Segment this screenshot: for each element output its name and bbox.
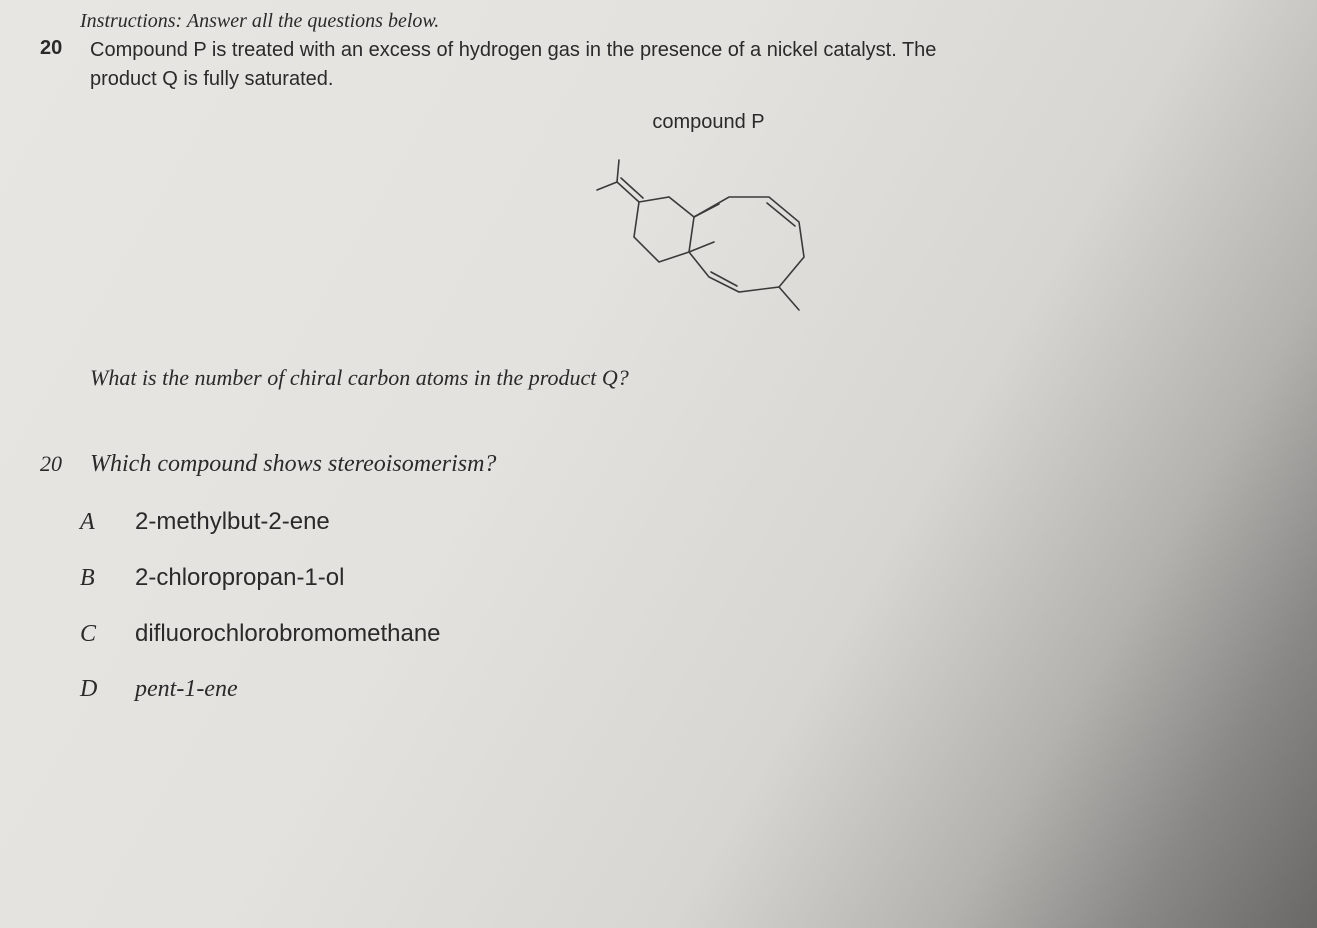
option-letter: B (80, 565, 135, 592)
question-stem-line2: product Q is fully saturated. (90, 66, 1237, 93)
option-text: 2-methylbut-2-ene (135, 508, 330, 536)
sub-question: What is the number of chiral carbon atom… (90, 365, 1237, 391)
option-text: pent-1-ene (135, 676, 238, 703)
options-list: A 2-methylbut-2-ene B 2-chloropropan-1-o… (80, 508, 1237, 703)
option-text: 2-chloropropan-1-ol (135, 564, 344, 592)
option-text: difluorochlorobromomethane (135, 620, 441, 648)
option-a: A 2-methylbut-2-ene (80, 508, 1237, 536)
question-number-2: 20 (40, 451, 90, 477)
option-letter: D (80, 676, 135, 703)
question-number: 20 (40, 37, 90, 60)
option-c: C difluorochlorobromomethane (80, 620, 1237, 648)
molecule-svg (569, 142, 849, 332)
question-stem-line1: Compound P is treated with an excess of … (90, 37, 936, 64)
option-b: B 2-chloropropan-1-ol (80, 564, 1237, 592)
question-2: 20 Which compound shows stereoisomerism? (40, 451, 1237, 478)
document-page: Instructions: Answer all the questions b… (0, 0, 1317, 771)
option-d: D pent-1-ene (80, 676, 1237, 703)
compound-structure (180, 142, 1237, 337)
option-letter: C (80, 621, 135, 648)
question-2-stem: Which compound shows stereoisomerism? (90, 451, 496, 478)
compound-label: compound P (180, 111, 1237, 134)
question-1: 20 Compound P is treated with an excess … (40, 37, 1237, 64)
instructions-line: Instructions: Answer all the questions b… (80, 10, 1237, 33)
option-letter: A (80, 509, 135, 536)
